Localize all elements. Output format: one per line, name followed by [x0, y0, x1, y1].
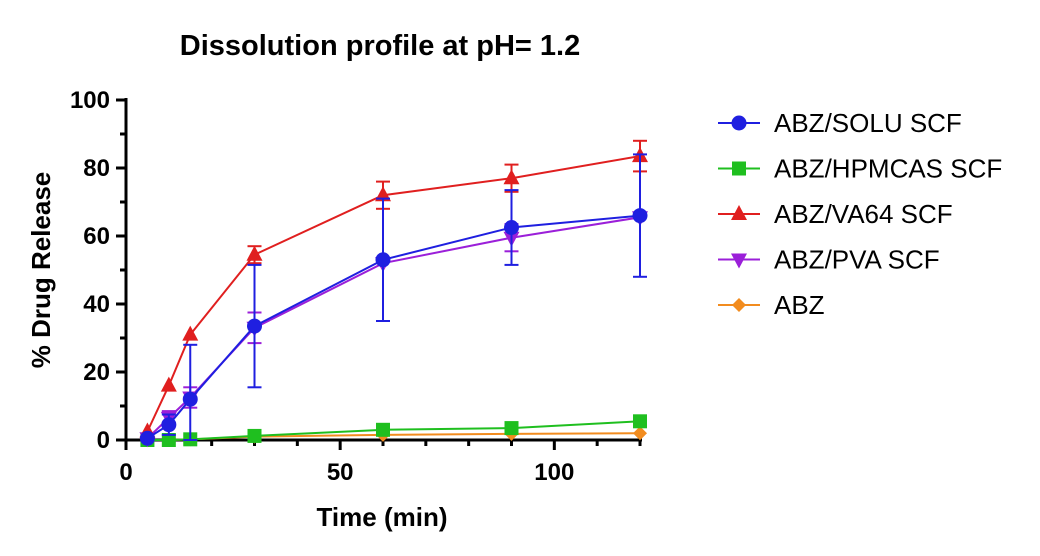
y-tick-label: 20 — [83, 359, 110, 386]
legend-item: ABZ — [718, 290, 825, 320]
legend-item: ABZ/HPMCAS SCF — [718, 154, 1002, 184]
x-tick-label: 0 — [119, 459, 132, 486]
data-point — [182, 325, 199, 341]
series-abz-va64-scf — [139, 139, 648, 438]
chart-title: Dissolution profile at pH= 1.2 — [180, 30, 580, 62]
data-point — [161, 433, 176, 447]
data-point — [633, 426, 647, 441]
x-tick-label: 50 — [327, 459, 354, 486]
legend-marker — [731, 205, 747, 220]
legend-label: ABZ/SOLU SCF — [774, 108, 962, 138]
legend-item: ABZ/VA64 SCF — [718, 199, 953, 229]
y-tick-label: 100 — [70, 87, 110, 114]
legend-marker — [731, 115, 747, 131]
legend-label: ABZ/HPMCAS SCF — [774, 154, 1002, 184]
data-point — [504, 421, 519, 436]
data-point — [246, 245, 263, 261]
series-line — [146, 216, 641, 440]
series-abz-hpmcas-scf — [140, 414, 647, 447]
series-abz-solu-scf — [139, 153, 648, 446]
data-point — [504, 220, 519, 235]
y-axis-label: % Drug Release — [26, 172, 56, 369]
x-tick-label: 100 — [534, 459, 574, 486]
data-point — [161, 417, 177, 433]
data-point — [182, 391, 198, 407]
legend-label: ABZ — [774, 290, 825, 320]
legend-label: ABZ/VA64 SCF — [774, 199, 953, 229]
data-point — [247, 318, 262, 334]
data-point — [376, 422, 390, 437]
legend: ABZ/SOLU SCF ABZ/HPMCAS SCF ABZ/VA64 SCF AB… — [718, 108, 1002, 320]
series-line — [146, 214, 641, 440]
legend-marker — [732, 161, 746, 176]
legend-item: ABZ/PVA SCF — [718, 245, 940, 275]
series-line — [147, 420, 641, 441]
y-tick-label: 0 — [97, 427, 110, 454]
data-point — [633, 414, 647, 429]
legend-marker — [732, 298, 746, 312]
series-abz-pva-scf — [139, 211, 648, 448]
data-point — [375, 252, 391, 268]
x-axis-label: Time (min) — [317, 502, 448, 532]
data-point — [632, 208, 648, 224]
y-tick-label: 80 — [83, 155, 110, 182]
y-tick-label: 40 — [83, 291, 110, 318]
legend-item: ABZ/SOLU SCF — [718, 108, 962, 138]
data-point — [503, 169, 520, 185]
y-tick-label: 60 — [83, 223, 110, 250]
data-point — [139, 430, 155, 446]
data-point — [160, 376, 177, 392]
plot-area: 0 20 40 60 80 100 0 50 100 — [70, 87, 648, 486]
data-point — [375, 186, 391, 202]
legend-marker — [731, 253, 747, 269]
data-point — [247, 428, 262, 443]
legend-label: ABZ/PVA SCF — [774, 245, 940, 275]
series-line — [146, 155, 641, 432]
